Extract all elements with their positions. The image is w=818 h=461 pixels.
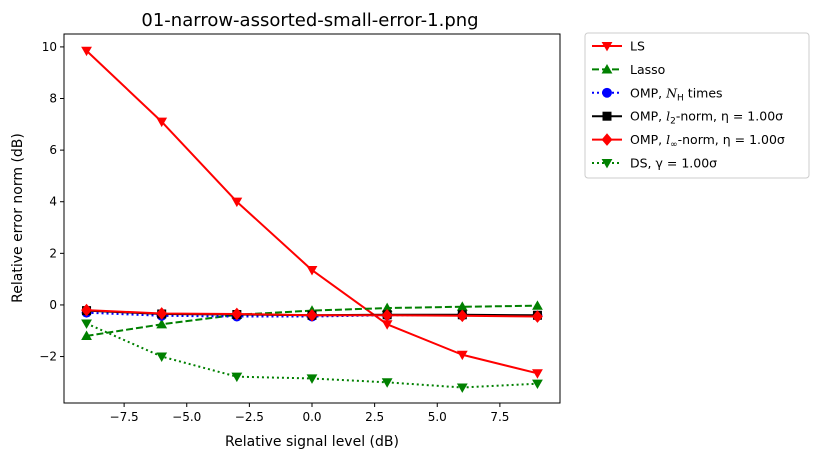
legend-label-sub: 2 xyxy=(670,117,676,127)
x-tick-label: 5.0 xyxy=(428,410,447,424)
data-point xyxy=(156,318,168,329)
legend-item: Lasso xyxy=(592,62,665,77)
data-point xyxy=(456,383,468,393)
data-point xyxy=(306,374,318,384)
y-tick-label: 6 xyxy=(49,143,57,157)
y-tick-label: −2 xyxy=(39,350,57,364)
legend-marker xyxy=(601,64,613,74)
series-4 xyxy=(81,303,543,323)
data-point xyxy=(156,117,168,128)
legend-label: LS xyxy=(630,39,645,54)
legend-marker xyxy=(601,41,613,52)
data-point xyxy=(532,300,543,310)
data-point xyxy=(456,309,468,323)
legend-label: OMP, NH times xyxy=(630,85,723,103)
data-point xyxy=(231,197,243,208)
legend-label-suffix: -norm, η = 1.00σ xyxy=(678,132,785,147)
x-tick-label: −5.0 xyxy=(172,410,201,424)
x-tick-label: −2.5 xyxy=(235,410,264,424)
legend-box xyxy=(584,32,810,179)
legend-label-prefix: Lasso xyxy=(630,62,665,77)
legend-label: OMP, l2-norm, η = 1.00σ xyxy=(630,109,783,127)
legend-label-italic: l xyxy=(666,132,670,147)
legend-label-sub: H xyxy=(677,93,684,103)
legend-label-suffix: -norm, η = 1.00σ xyxy=(676,109,783,124)
x-tick-label: 7.5 xyxy=(490,410,509,424)
data-point xyxy=(231,307,243,321)
plot-area xyxy=(64,34,560,403)
series-5 xyxy=(81,319,543,393)
legend-label-sub: ∞ xyxy=(670,140,678,150)
y-tick-label: 2 xyxy=(49,246,57,260)
y-tick-label: 4 xyxy=(49,195,57,209)
legend-item: DS, γ = 1.00σ xyxy=(592,156,717,171)
data-point xyxy=(532,379,543,390)
data-point xyxy=(381,308,393,322)
data-point xyxy=(532,310,543,323)
legend-label-suffix: times xyxy=(684,85,723,100)
series-layer xyxy=(81,46,543,393)
x-axis-label: Relative signal level (dB) xyxy=(225,434,399,450)
data-point xyxy=(156,352,168,362)
legend-label: Lasso xyxy=(630,62,665,77)
data-point xyxy=(306,308,318,322)
legend-label-prefix: OMP, xyxy=(630,85,666,100)
series-0 xyxy=(81,46,543,379)
data-point xyxy=(81,46,92,57)
legend-marker xyxy=(602,111,612,121)
legend-item: OMP, NH times xyxy=(592,85,723,103)
legend-marker xyxy=(602,87,612,98)
x-tick-label: 0.0 xyxy=(302,410,321,424)
data-point xyxy=(231,372,243,383)
y-tick-label: 0 xyxy=(49,298,57,312)
legend-label-italic: l xyxy=(666,109,670,124)
y-tick-label: 10 xyxy=(42,40,57,54)
legend-label-prefix: LS xyxy=(630,39,645,54)
y-axis-label: Relative error norm (dB) xyxy=(10,133,26,303)
data-point xyxy=(306,266,318,276)
data-point xyxy=(456,350,468,361)
legend-item: OMP, l∞-norm, η = 1.00σ xyxy=(592,132,785,150)
legend-label: DS, γ = 1.00σ xyxy=(630,156,717,171)
data-point xyxy=(381,378,393,388)
legend-label: OMP, l∞-norm, η = 1.00σ xyxy=(630,132,785,150)
x-axis: −7.5 −5.0 −2.5 0.0 2.5 5.0 7.5 xyxy=(110,403,509,424)
y-axis: −2 0 2 4 6 8 10 xyxy=(39,40,64,364)
legend-label-prefix: OMP, xyxy=(630,109,666,124)
legend-item: LS xyxy=(592,39,645,54)
data-point xyxy=(456,301,468,311)
data-point xyxy=(81,330,92,340)
x-tick-label: 2.5 xyxy=(365,410,384,424)
data-point xyxy=(381,302,393,313)
data-point xyxy=(532,369,543,379)
legend-marker xyxy=(601,158,613,169)
y-tick-label: 8 xyxy=(49,92,57,106)
data-point xyxy=(381,320,393,330)
data-point xyxy=(81,319,92,329)
legend-marker xyxy=(601,133,613,146)
legend-label-prefix: OMP, xyxy=(630,132,666,147)
legend-item: OMP, l2-norm, η = 1.00σ xyxy=(592,109,783,127)
legend-label-italic: N xyxy=(665,85,678,100)
x-tick-label: −7.5 xyxy=(110,410,139,424)
data-point xyxy=(156,307,168,320)
data-point xyxy=(81,303,92,317)
chart-title: 01-narrow-assorted-small-error-1.png xyxy=(141,10,478,31)
legend-label-prefix: DS, γ = 1.00σ xyxy=(630,156,717,171)
